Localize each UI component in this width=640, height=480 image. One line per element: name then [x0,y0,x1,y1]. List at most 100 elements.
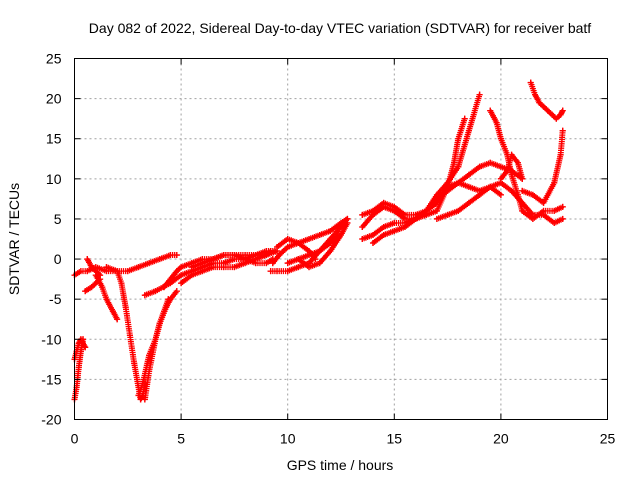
data-point [391,227,398,234]
data-point [306,264,313,271]
data-point [455,135,462,142]
data-point [559,127,566,134]
data-point [210,264,217,271]
data-point [497,175,504,182]
data-point [188,264,195,271]
data-point [433,215,440,222]
data-point [263,248,270,255]
axis-layer: 0 5 10 15 20 25 -20 -15 -10 -5 0 5 10 15 20 25 [41,51,615,447]
data-point [295,256,302,263]
data-point [103,264,110,271]
data-point [369,207,376,214]
data-point [497,163,504,170]
data-point [536,99,543,106]
data-point [519,207,526,214]
data-point [156,256,163,263]
data-point [269,260,276,267]
data-point [433,207,440,214]
data-point [316,260,323,267]
data-point [82,344,89,351]
series-arc-6 [92,272,121,323]
data-point [178,280,185,287]
data-point [306,236,313,242]
data-point [146,260,153,267]
data-point [487,159,494,166]
series-arc-24 [433,179,566,226]
data-point [455,163,462,170]
chart-title: Day 082 of 2022, Sidereal Day-to-day VTE… [89,20,592,36]
data-point [316,231,323,238]
series-arc-25 [487,107,566,222]
data-point [84,256,91,263]
x-tick-label: 20 [493,431,509,447]
data-point [527,79,534,86]
y-tick-label: -15 [41,371,61,387]
series-arc-22 [359,159,526,218]
data-point [88,284,95,291]
data-point [75,364,82,371]
data-point [188,272,195,279]
data-point [80,340,87,347]
data-point [338,231,344,238]
data-point [344,219,351,226]
data-point [465,171,472,178]
data-point [99,284,106,291]
series-arc-19 [295,219,351,271]
data-point [391,219,398,226]
x-tick-label: 10 [280,431,296,447]
data-point [135,392,142,399]
data-point [139,380,146,387]
data-point [231,264,238,271]
data-point [549,111,556,118]
data-point [327,240,334,247]
data-point [476,163,483,170]
data-point [529,215,536,222]
data-point [544,107,551,114]
data-point [122,304,129,311]
data-point [274,268,281,275]
data-point [380,199,387,206]
data-point [359,236,366,242]
data-point [252,252,259,259]
data-point [553,115,560,122]
data-point [557,151,564,158]
data-point [450,159,457,166]
grid-layer [74,58,608,420]
data-point [444,211,451,218]
data-point [167,252,174,259]
y-tick-label: 0 [54,251,62,267]
data-point [551,219,558,226]
data-point [263,260,270,267]
data-point [338,219,344,226]
data-point [465,199,472,206]
data-point [220,252,227,259]
data-point [167,296,174,303]
data-point [152,336,159,343]
data-point [508,187,515,194]
data-point [551,207,558,214]
data-point [540,199,547,206]
data-point [327,227,334,234]
y-tick-label: -10 [41,331,61,347]
data-point [540,103,547,110]
x-tick-label: 0 [71,431,79,447]
data-point [312,256,319,263]
data-point [274,244,281,251]
x-tick-label: 25 [600,431,616,447]
series-arc-27 [519,127,566,206]
data-point [163,304,170,311]
data-point [529,191,536,198]
data-point [551,179,558,186]
data-point [141,396,148,403]
data-point [199,260,206,267]
data-point [359,223,366,230]
data-point [327,248,334,255]
data-point [476,91,483,98]
data-point [267,268,274,275]
data-point [92,272,99,279]
x-tick-label: 5 [177,431,185,447]
data-point [359,211,366,218]
data-point [559,215,566,222]
data-point [532,91,539,98]
data-point [284,260,291,267]
